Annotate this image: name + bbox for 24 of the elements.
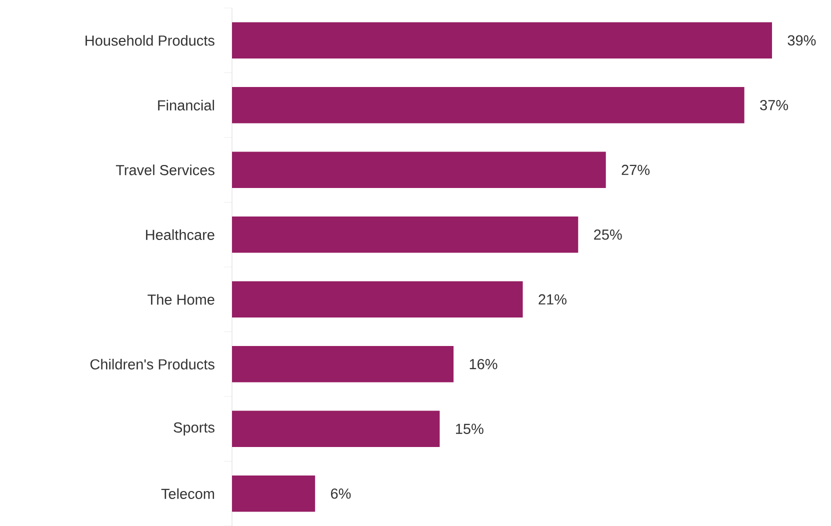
y-tick-label: Financial <box>158 100 214 110</box>
data-label: 6% <box>331 488 351 499</box>
y-tick-label: Telecom <box>161 488 214 499</box>
data-label: 25% <box>594 230 622 240</box>
bar <box>232 410 440 448</box>
bar <box>232 476 316 512</box>
y-tick-label: Children's Products <box>90 358 214 370</box>
bar <box>232 87 744 124</box>
y-tick-label: Sports <box>174 422 214 436</box>
bar <box>232 281 523 318</box>
bar <box>232 22 772 59</box>
bar <box>232 152 606 188</box>
y-tick-label: Travel Services <box>116 164 214 176</box>
bar <box>232 346 454 382</box>
data-label: 16% <box>470 359 498 370</box>
data-label: 21% <box>538 294 566 304</box>
y-tick-label: Household Products <box>86 35 214 46</box>
data-label: 39% <box>788 35 816 46</box>
data-label: 27% <box>622 164 650 175</box>
y-tick-label: Healthcare <box>146 229 214 240</box>
data-label: 15% <box>456 424 484 434</box>
bar <box>232 216 578 253</box>
data-label: 37% <box>760 100 788 110</box>
y-tick-label: The Home <box>148 294 214 305</box>
